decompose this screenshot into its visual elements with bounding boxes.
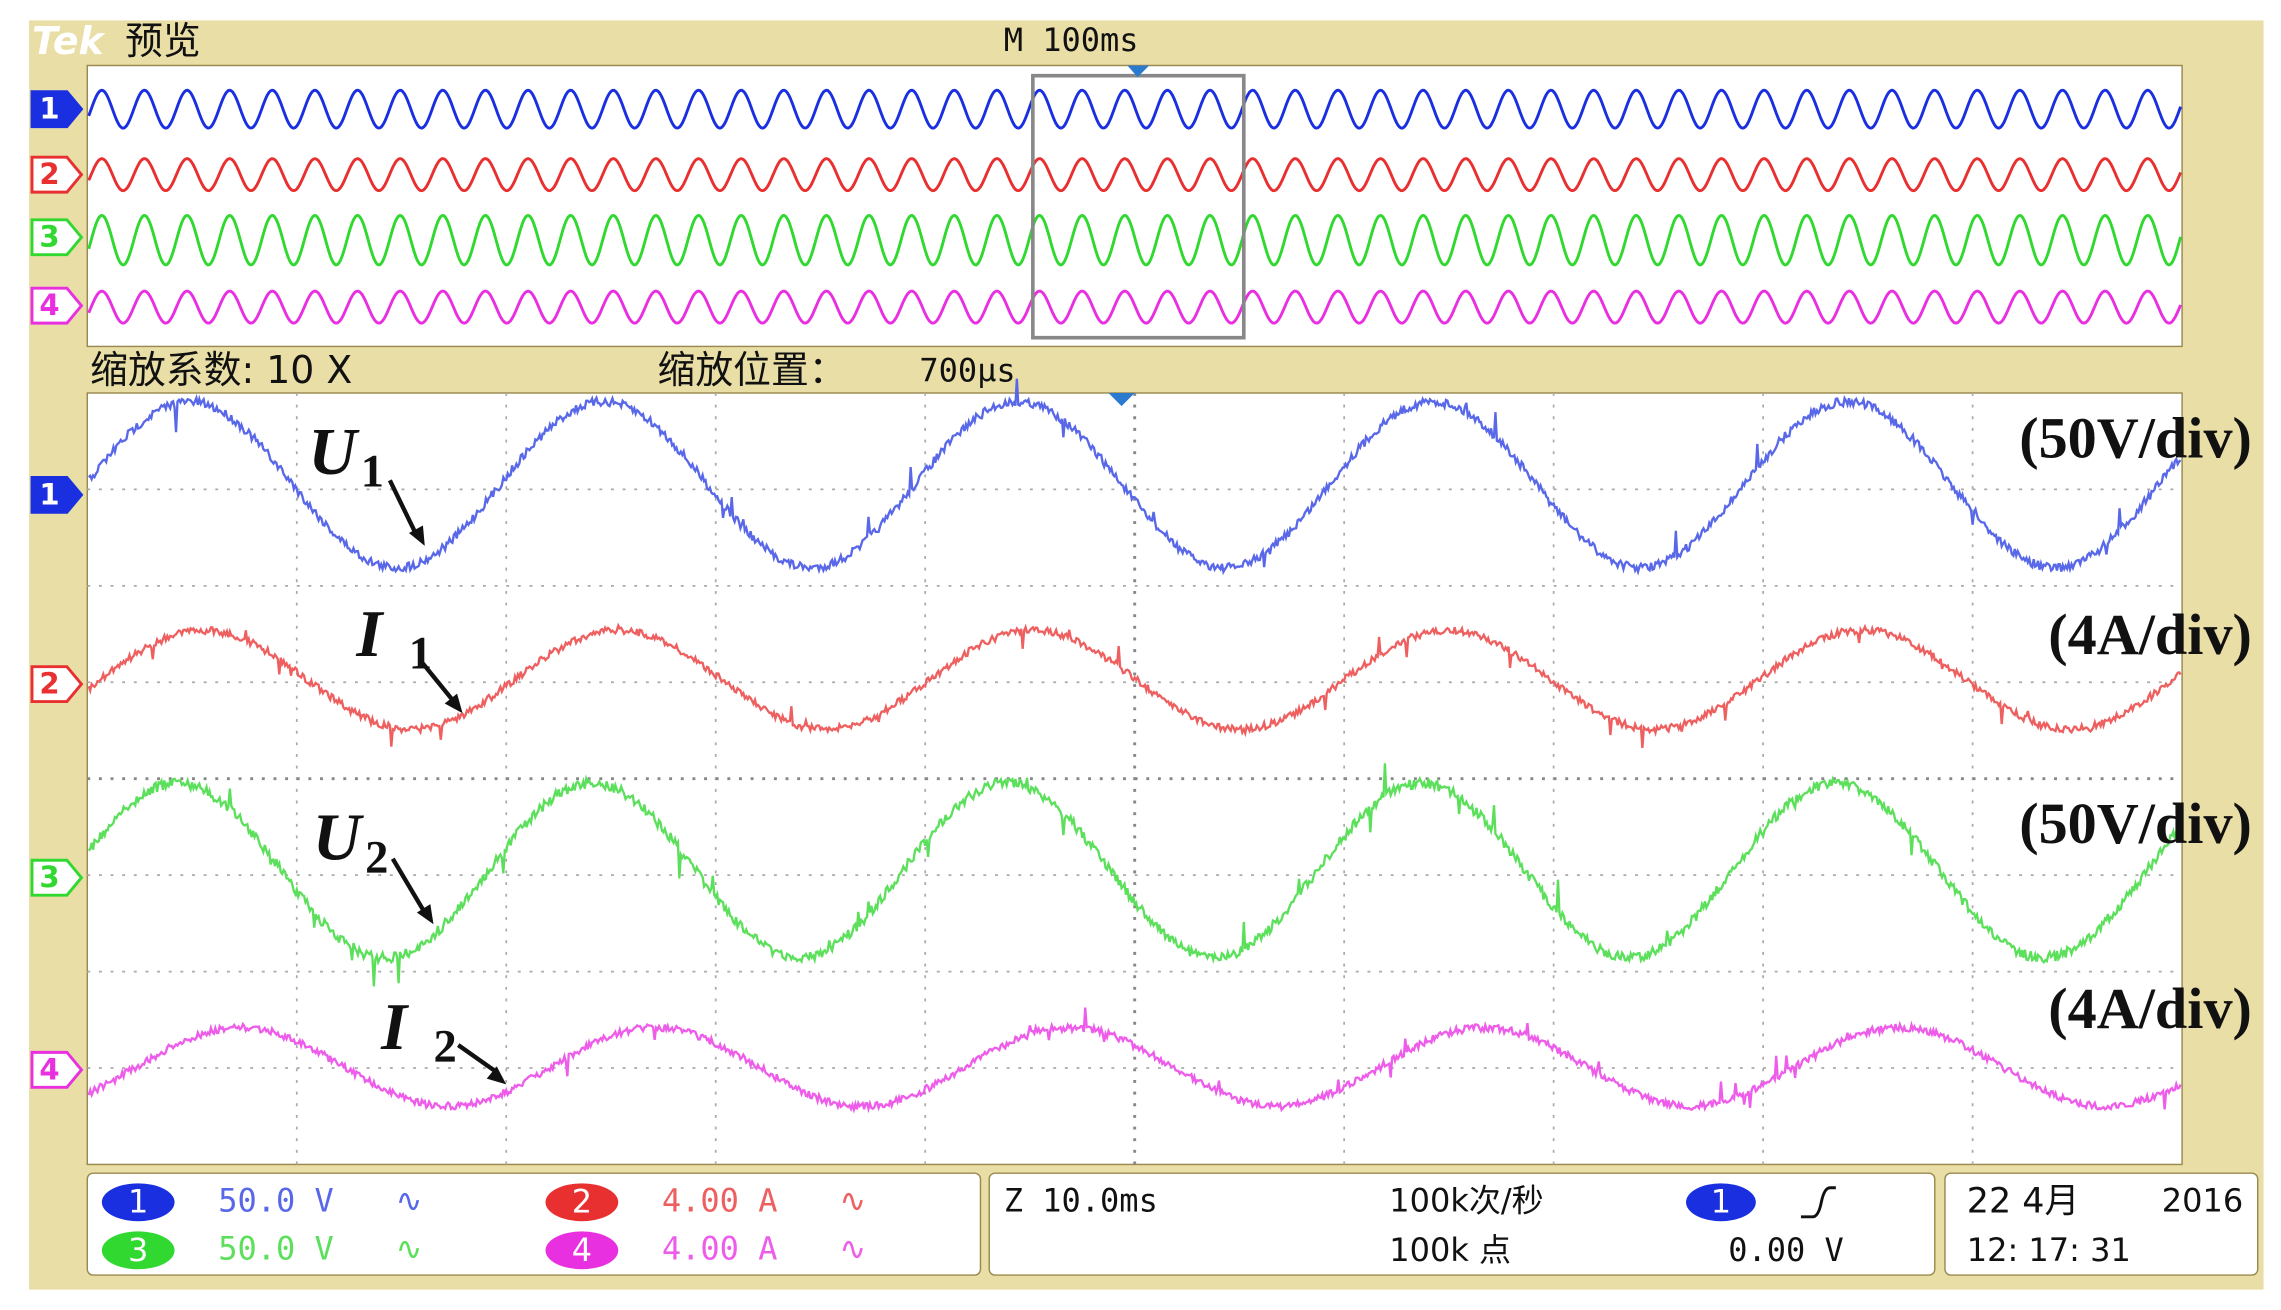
channel-scale: 4.00 A bbox=[662, 1229, 778, 1267]
scale-label: (4A/div) bbox=[2048, 976, 2252, 1041]
channel-scale: 50.0 V bbox=[218, 1181, 334, 1219]
channel-badge-label: 2 bbox=[572, 1183, 592, 1221]
signal-label: I bbox=[355, 597, 384, 671]
channel-coupling: ∿ bbox=[396, 1181, 423, 1219]
sample-rate: 100k次/秒 bbox=[1389, 1181, 1543, 1219]
signal-subscript: 2 bbox=[365, 832, 388, 883]
channel-marker-label: 2 bbox=[39, 667, 59, 701]
channel-marker-label: 2 bbox=[39, 157, 59, 191]
scale-label: (50V/div) bbox=[2019, 791, 2252, 856]
zoom-factor: 缩放系数: 10 X bbox=[90, 348, 352, 392]
channel-badge-label: 4 bbox=[572, 1231, 592, 1269]
time: 12: 17: 31 bbox=[1967, 1231, 2131, 1269]
channel-badge-label: 3 bbox=[128, 1231, 148, 1269]
brand: Tek bbox=[32, 19, 107, 63]
channel-coupling: ∿ bbox=[839, 1181, 866, 1219]
date: 22 4月 bbox=[1967, 1181, 2080, 1221]
channel-marker-label: 3 bbox=[39, 860, 59, 894]
channel-marker-label: 3 bbox=[39, 220, 59, 254]
signal-subscript: 1 bbox=[361, 447, 384, 498]
channel-marker-label: 1 bbox=[39, 477, 59, 511]
signal-subscript: 2 bbox=[434, 1022, 457, 1073]
scale-label: (50V/div) bbox=[2019, 405, 2252, 470]
signal-label: U bbox=[308, 415, 360, 489]
trigger-source: 1 bbox=[1711, 1183, 1731, 1221]
zoom-position-label: 缩放位置： bbox=[658, 348, 847, 392]
timebase: M 100ms bbox=[1004, 21, 1139, 59]
record-length: 100k 点 bbox=[1389, 1231, 1511, 1269]
year: 2016 bbox=[2162, 1181, 2243, 1219]
channel-marker-label: 1 bbox=[39, 92, 59, 126]
trigger-level: 0.00 V bbox=[1728, 1231, 1844, 1269]
channel-marker-label: 4 bbox=[39, 288, 59, 322]
channel-marker-label: 4 bbox=[39, 1052, 59, 1086]
channel-scale: 4.00 A bbox=[662, 1181, 778, 1219]
channel-scale: 50.0 V bbox=[218, 1229, 334, 1267]
channel-coupling: ∿ bbox=[396, 1229, 423, 1267]
channel-coupling: ∿ bbox=[839, 1229, 866, 1267]
page: {"header":{"brand":"Tek","mode":"预览","ti… bbox=[0, 0, 2281, 1310]
mode: 预览 bbox=[125, 19, 201, 63]
signal-label: U bbox=[313, 801, 365, 875]
scale-label: (4A/div) bbox=[2048, 602, 2252, 667]
channel-badge-label: 1 bbox=[128, 1183, 148, 1221]
zoom-timebase: Z 10.0ms bbox=[1004, 1181, 1158, 1219]
oscilloscope-screen: Tek 预览 M 100ms 缩放系数: 10 X 缩放位置： 700µs Z … bbox=[0, 0, 2281, 1310]
zoom-position: 700µs bbox=[919, 352, 1015, 390]
signal-label: I bbox=[380, 990, 409, 1064]
